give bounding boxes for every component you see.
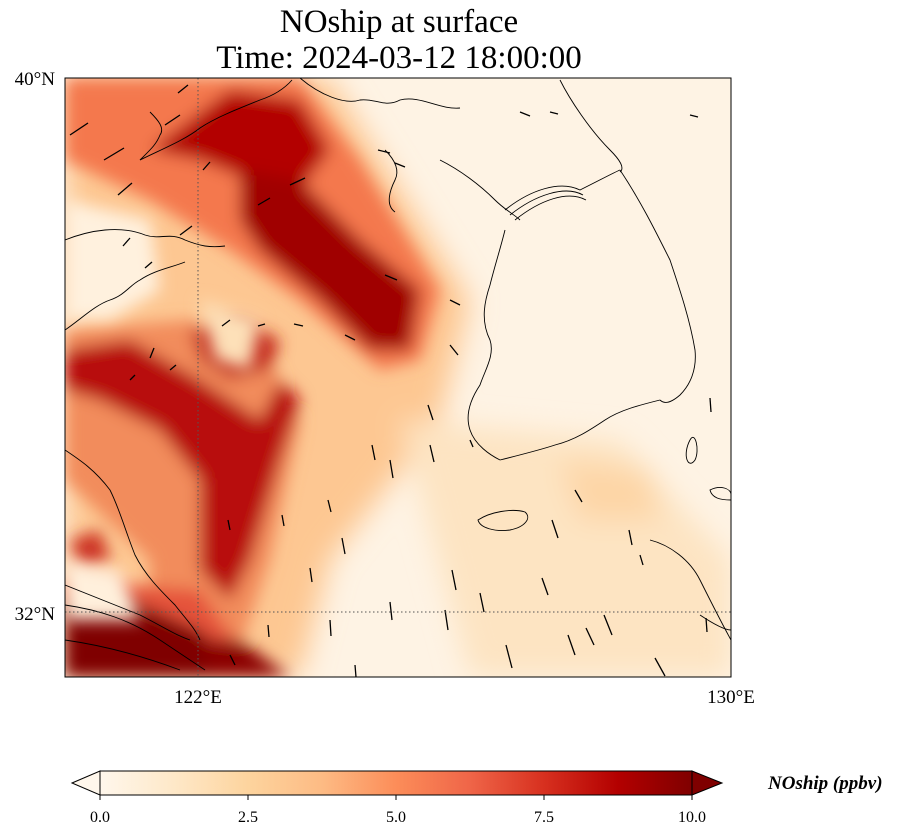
wind-arrows-south [227,397,712,677]
colorbar-extend-high [691,770,724,796]
coastlines [65,78,731,671]
colorbar-title: NOship (ppbv) [767,773,883,794]
lat-label-40: 40°N [15,69,56,90]
colorbar-gradient [99,770,693,796]
gridlines [65,78,731,677]
wind-arrows-north [69,84,699,381]
wind-vectors [69,84,712,677]
title-line-2: Time: 2024-03-12 18:00:00 [216,40,582,76]
colorbar-tick-label: 7.5 [534,809,554,826]
map-frame [64,77,732,678]
lon-label-122: 122°E [174,687,222,708]
colorbar-extend-low [70,770,101,796]
concentration-field [65,78,731,677]
lat-label-32: 32°N [15,604,56,625]
colorbar: 0.0 2.5 5.0 7.5 10.0 NOship (ppbv) [70,770,883,826]
colorbar-tick-label: 10.0 [678,809,706,826]
colorbar-tick-label: 2.5 [238,809,258,826]
colorbar-tick-label: 5.0 [386,809,406,826]
colorbar-tick-label: 0.0 [90,809,110,826]
lon-label-130: 130°E [707,687,755,708]
title-line-1: NOship at surface [279,4,519,40]
